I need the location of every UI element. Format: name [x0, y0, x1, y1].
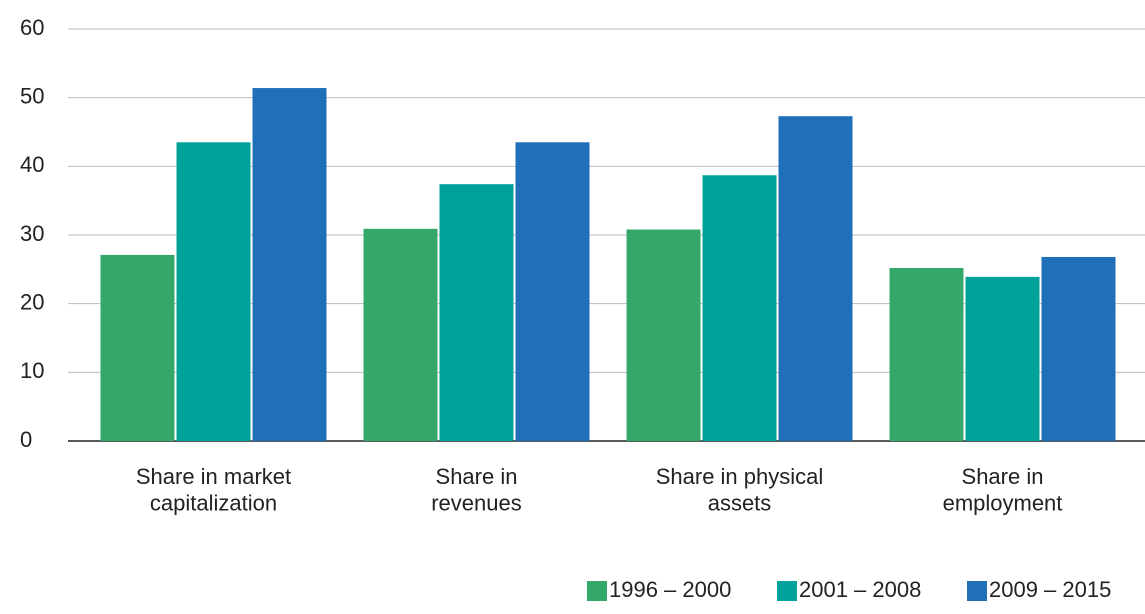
x-tick-label: Share in revenues: [431, 464, 522, 515]
x-tick-label: Share in market capitalization: [136, 464, 291, 515]
bar: [626, 229, 701, 441]
x-tick-label: Share in physical assets: [656, 464, 824, 515]
y-tick-label: 30: [20, 221, 44, 246]
legend-swatch: [967, 581, 987, 601]
legend-swatch: [587, 581, 607, 601]
y-tick-label: 0: [20, 427, 32, 452]
y-tick-label: 20: [20, 289, 44, 314]
bar: [363, 228, 438, 441]
bar: [778, 116, 853, 441]
y-tick-label: 40: [20, 152, 44, 177]
bar: [515, 142, 590, 442]
bar: [439, 184, 514, 442]
bar: [252, 88, 327, 441]
bar: [100, 254, 175, 441]
y-tick-label: 10: [20, 358, 44, 383]
legend-label: 2001 – 2008: [799, 577, 921, 602]
legend-swatch: [777, 581, 797, 601]
x-tick-label: Share in employment: [943, 464, 1063, 515]
bar: [702, 175, 777, 441]
bar: [1041, 256, 1116, 441]
bar: [889, 267, 964, 441]
legend-label: 1996 – 2000: [609, 577, 731, 602]
y-tick-label: 60: [20, 15, 44, 40]
y-tick-label: 50: [20, 83, 44, 108]
bar: [965, 276, 1040, 441]
bar: [176, 142, 251, 442]
legend-label: 2009 – 2015: [989, 577, 1111, 602]
